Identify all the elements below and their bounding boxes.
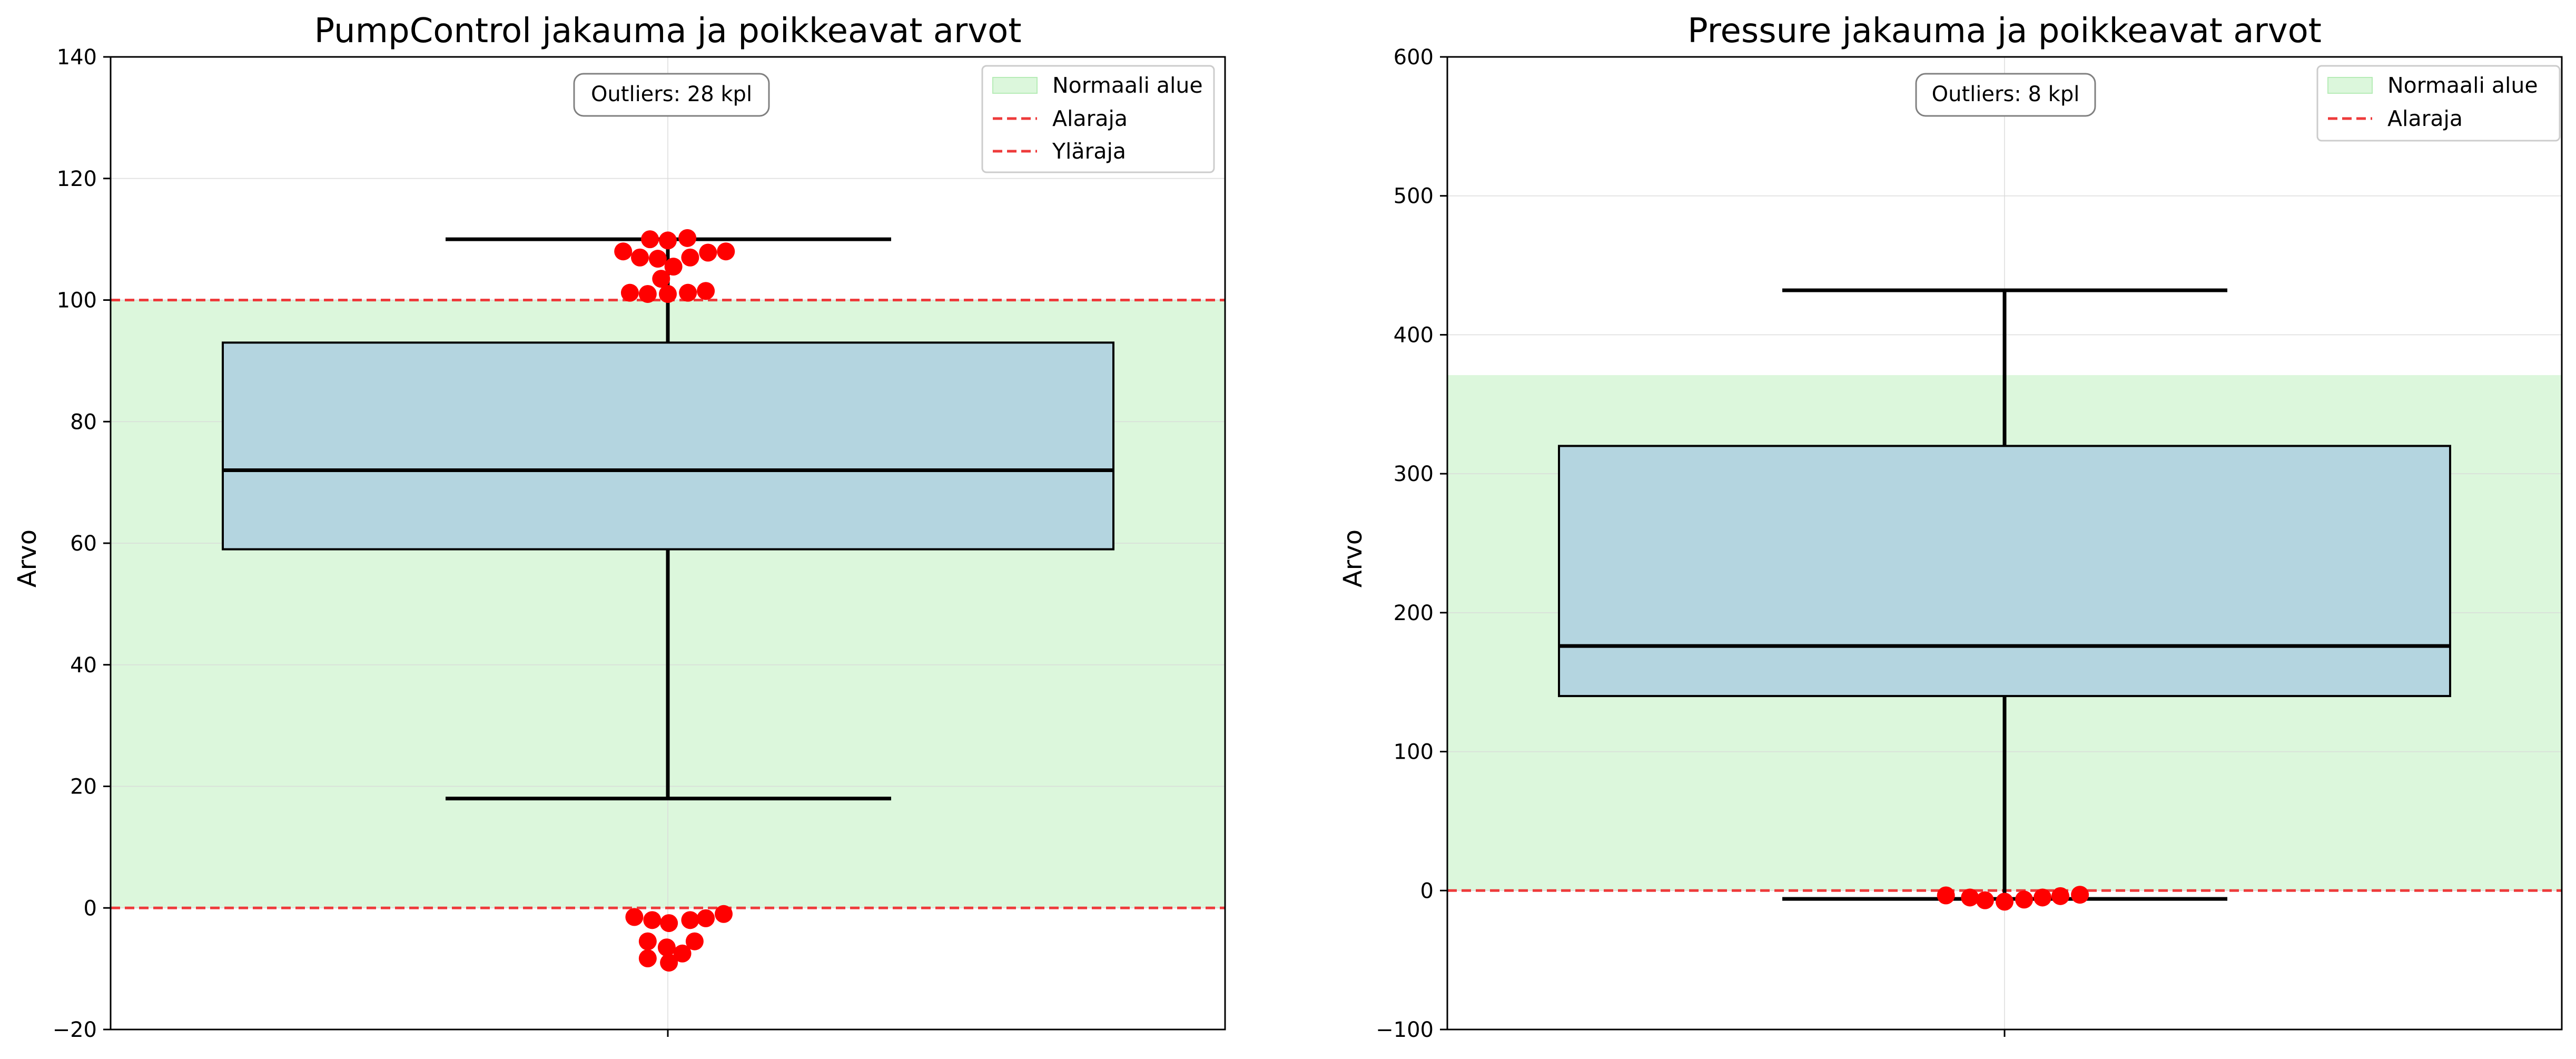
y-axis-label: Arvo xyxy=(13,530,42,587)
outlier-count-badge: Outliers: 8 kpl xyxy=(1915,73,2096,117)
outlier-count-label: Outliers: 8 kpl xyxy=(1932,82,2080,106)
outlier-point xyxy=(1937,886,1955,905)
outlier-point xyxy=(659,231,677,250)
legend-swatch-normal-range xyxy=(2327,77,2373,94)
y-tick-label: 0 xyxy=(84,896,97,920)
outlier-point xyxy=(697,282,715,300)
outlier-point xyxy=(1961,888,1979,907)
plot-frame xyxy=(110,56,1226,1031)
legend-label-lower-limit: Alaraja xyxy=(2387,106,2463,131)
y-tick-label: −100 xyxy=(1376,1018,1434,1042)
outlier-count-badge: Outliers: 28 kpl xyxy=(573,73,770,117)
outlier-point xyxy=(660,954,678,972)
outlier-point xyxy=(614,242,633,261)
outlier-point xyxy=(717,242,735,261)
y-tick-label: 300 xyxy=(1394,462,1434,486)
y-tick-label: 400 xyxy=(1394,323,1434,347)
y-tick-label: 140 xyxy=(57,45,97,70)
legend-label-normal-range: Normaali alue xyxy=(2387,73,2538,98)
outlier-point xyxy=(715,905,733,923)
outlier-point xyxy=(660,914,678,933)
outlier-point xyxy=(697,909,715,927)
y-tick-label: 120 xyxy=(57,167,97,191)
outlier-point xyxy=(641,230,659,249)
y-tick-label: 0 xyxy=(1420,879,1434,903)
boxplot xyxy=(1558,288,2451,901)
outlier-point xyxy=(643,911,662,929)
outlier-point xyxy=(625,908,644,926)
outlier-point xyxy=(638,285,657,303)
outlier-point xyxy=(679,283,697,302)
legend-label-lower-limit: Alaraja xyxy=(1052,106,1128,131)
outlier-points xyxy=(1937,886,2089,911)
y-tick-label: 20 xyxy=(70,775,97,799)
legend: Normaali alue Alaraja Yläraja xyxy=(981,65,1215,173)
outlier-point xyxy=(673,944,692,963)
pressure-panel: Pressure jakauma ja poikkeavat arvot Arv… xyxy=(1338,12,2563,1042)
y-tick-label: 200 xyxy=(1394,601,1434,625)
outlier-point xyxy=(699,243,717,262)
outlier-point xyxy=(631,248,649,267)
y-tick-label: 100 xyxy=(1394,740,1434,764)
y-axis-ticks: −20 0 20 40 60 80 100 120 140 xyxy=(53,45,111,1042)
outlier-point xyxy=(1996,893,2014,911)
outlier-count-label: Outliers: 28 kpl xyxy=(591,82,752,106)
legend-label-normal-range: Normaali alue xyxy=(1052,73,1203,98)
outlier-point xyxy=(652,270,670,288)
outlier-points xyxy=(614,229,735,972)
box-iqr xyxy=(222,341,1114,551)
y-tick-label: 40 xyxy=(70,653,97,678)
y-tick-label: 60 xyxy=(70,532,97,556)
pumpcontrol-panel: PumpControl jakauma ja poikkeavat arvot … xyxy=(13,12,1226,1042)
plot-frame xyxy=(1446,56,2563,1031)
y-tick-label: −20 xyxy=(53,1018,97,1042)
outlier-point xyxy=(2034,888,2052,907)
outlier-point xyxy=(664,258,683,276)
y-tick-label: 80 xyxy=(70,410,97,434)
outlier-point xyxy=(657,938,676,957)
boxplot xyxy=(222,237,1114,801)
box-iqr xyxy=(1558,445,2451,698)
outlier-point xyxy=(678,229,697,247)
outlier-point xyxy=(648,250,667,268)
y-axis-label: Arvo xyxy=(1338,530,1368,587)
y-axis-ticks: −100 0 100 200 300 400 500 600 xyxy=(1376,45,1447,1042)
y-tick-label: 600 xyxy=(1394,45,1434,70)
outlier-point xyxy=(681,248,699,267)
legend: Normaali alue Alaraja xyxy=(2316,65,2561,142)
outlier-point xyxy=(2015,890,2034,909)
chart-title: Pressure jakauma ja poikkeavat arvot xyxy=(1687,12,2322,51)
outlier-point xyxy=(638,949,657,968)
legend-label-upper-limit: Yläraja xyxy=(1052,139,1126,164)
outlier-point xyxy=(681,911,699,929)
outlier-point xyxy=(638,932,657,950)
outlier-point xyxy=(2071,886,2089,904)
chart-title: PumpControl jakauma ja poikkeavat arvot xyxy=(314,12,1022,51)
outlier-point xyxy=(659,285,677,303)
outlier-point xyxy=(620,283,639,302)
legend-swatch-normal-range xyxy=(992,77,1038,94)
outlier-point xyxy=(685,932,704,950)
y-tick-label: 500 xyxy=(1394,184,1434,209)
outlier-point xyxy=(1976,891,1994,909)
outlier-point xyxy=(2051,887,2069,905)
y-tick-label: 100 xyxy=(57,289,97,313)
